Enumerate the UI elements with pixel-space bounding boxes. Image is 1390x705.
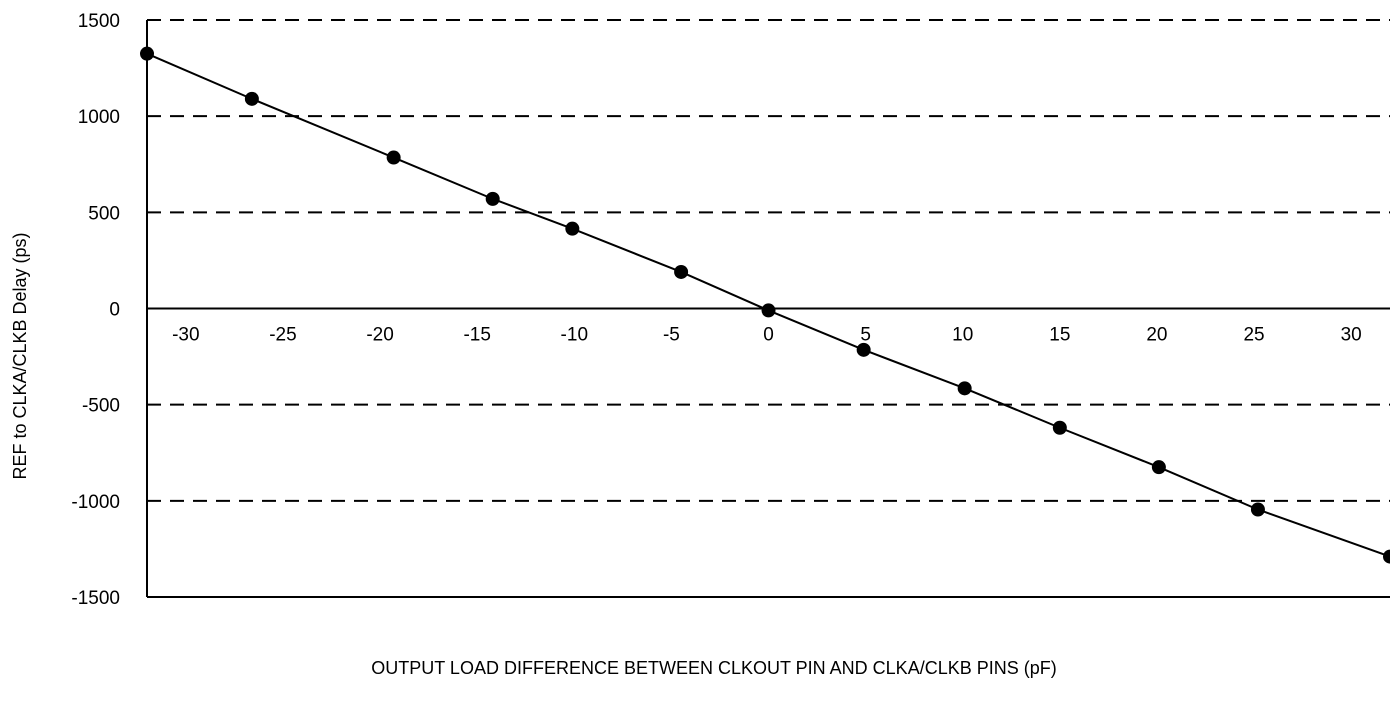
data-point [761, 303, 776, 318]
x-tick-label: 20 [1146, 325, 1167, 346]
x-axis-label: OUTPUT LOAD DIFFERENCE BETWEEN CLKOUT PI… [371, 658, 1056, 678]
series [140, 46, 1390, 564]
data-point [565, 221, 580, 236]
y-tick-label: 0 [109, 300, 120, 321]
x-tick-label: -30 [172, 325, 199, 346]
x-tick-labels: -30 -25 -20 -15 -10 -5 0 5 10 15 20 25 30 [172, 325, 1362, 346]
x-tick-label: -15 [463, 325, 490, 346]
y-tick-label: -500 [82, 396, 120, 417]
y-tick-label: 1500 [78, 11, 120, 32]
y-tick-label: -1000 [71, 492, 120, 513]
data-point [674, 264, 689, 279]
data-point [1052, 420, 1067, 435]
x-tick-label: -20 [366, 325, 393, 346]
x-tick-label: 0 [763, 325, 774, 346]
x-tick-label: -25 [269, 325, 296, 346]
data-point [1250, 502, 1265, 517]
y-tick-label: 1000 [78, 107, 120, 128]
data-point [386, 150, 401, 165]
data-point [856, 342, 871, 357]
y-axis-label: REF to CLKA/CLKB Delay (ps) [10, 232, 30, 479]
data-point [1383, 549, 1390, 564]
y-tick-label: 500 [88, 203, 120, 224]
x-tick-label: 30 [1341, 325, 1362, 346]
y-tick-label: -1500 [71, 588, 120, 609]
x-tick-label: 25 [1243, 325, 1264, 346]
data-point [957, 381, 972, 396]
x-tick-label: -10 [561, 325, 588, 346]
x-tick-label: 15 [1049, 325, 1070, 346]
data-point [244, 91, 259, 106]
x-tick-label: 5 [860, 325, 871, 346]
data-point [1151, 460, 1166, 475]
x-tick-label: 10 [952, 325, 973, 346]
data-point [140, 46, 154, 61]
data-point [485, 191, 500, 206]
grid-lines [147, 19, 1390, 502]
y-tick-labels: 1500 1000 500 0 -500 -1000 -1500 [71, 11, 120, 609]
x-tick-label: -5 [663, 325, 680, 346]
